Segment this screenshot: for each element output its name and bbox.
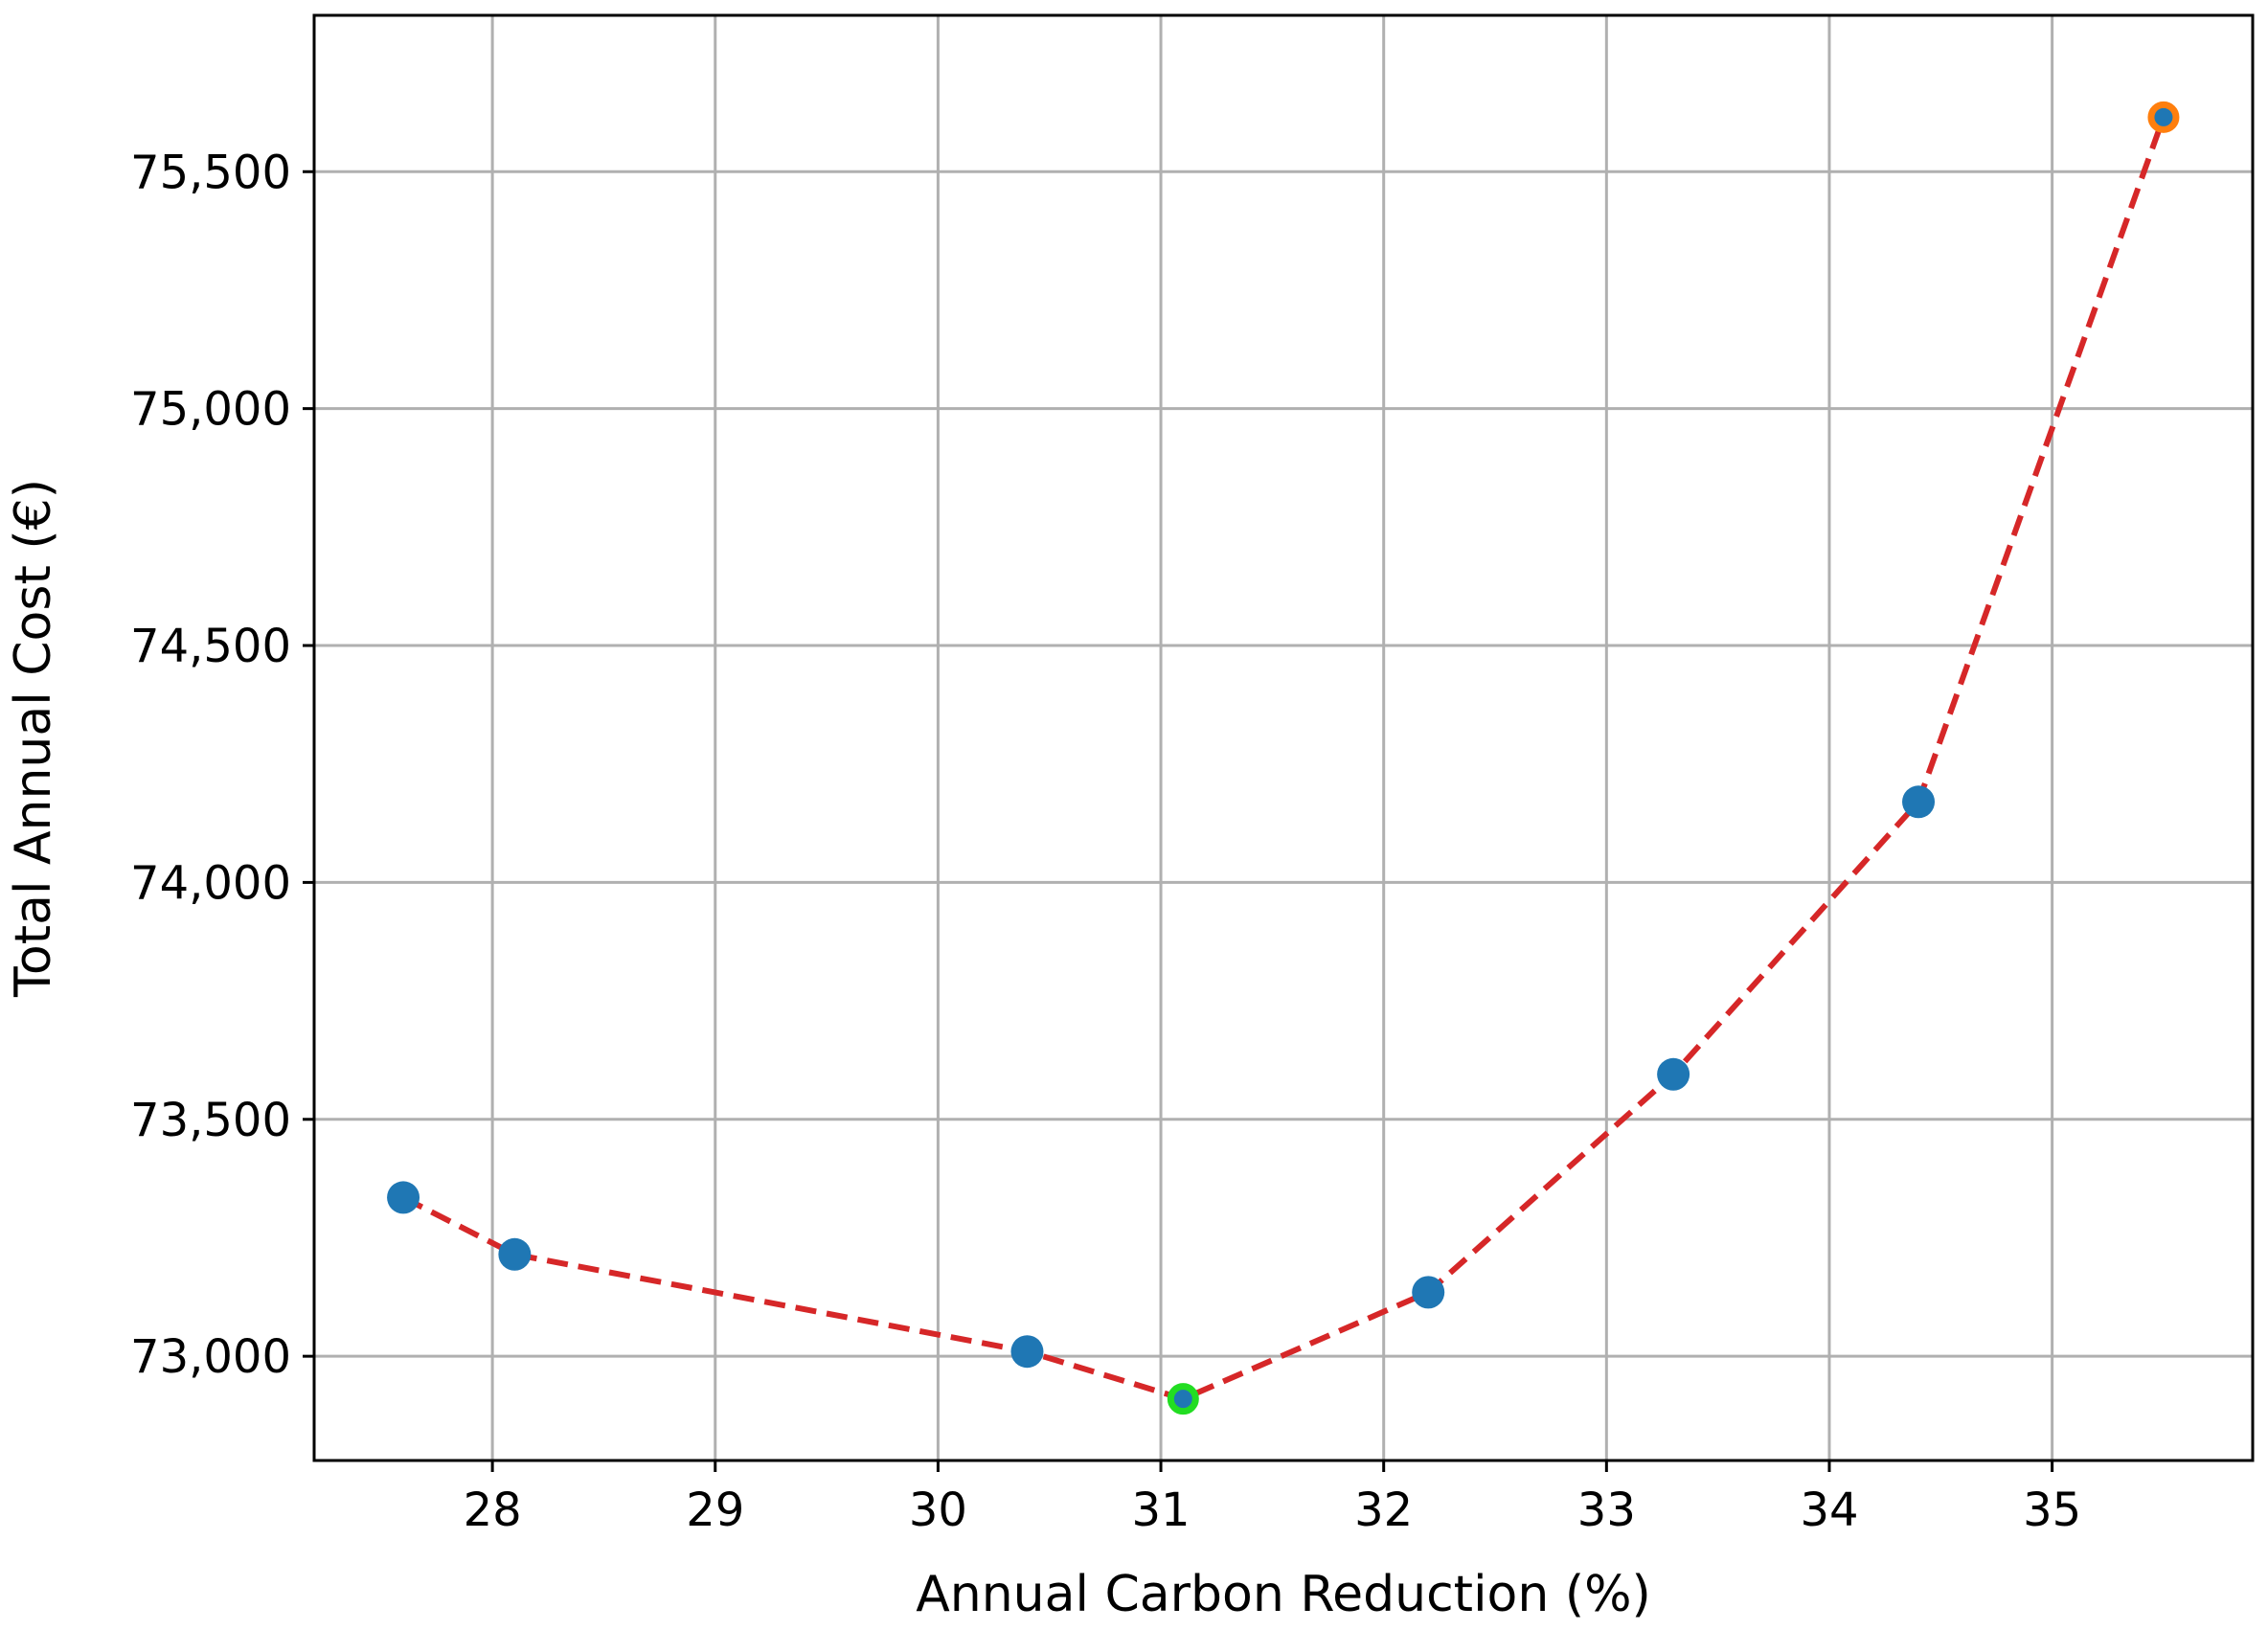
x-tick-label: 29: [686, 1483, 744, 1537]
y-tick-label: 74,500: [130, 620, 291, 673]
y-tick-label: 73,500: [130, 1094, 291, 1147]
plot-frame: [312, 13, 2255, 1462]
data-point: [387, 1181, 420, 1214]
data-point: [1010, 1335, 1044, 1369]
data-point: [1657, 1057, 1690, 1091]
y-axis-ticks: 73,000 73,500 74,000 74,500 75,000 75,500: [130, 146, 314, 1384]
grid: [314, 15, 2253, 1460]
highlighted-data-point: [2147, 101, 2180, 133]
x-tick-label: 35: [2023, 1483, 2081, 1537]
x-tick-label: 33: [1577, 1483, 1636, 1537]
x-axis-label: Annual Carbon Reduction (%): [916, 1566, 1651, 1623]
y-axis-label: Total Annual Cost (€): [5, 479, 62, 998]
series-line: [401, 116, 2166, 1402]
x-tick-label: 31: [1132, 1483, 1191, 1537]
y-tick-label: 74,000: [130, 856, 291, 910]
x-tick-label: 34: [1800, 1483, 1858, 1537]
x-tick-label: 28: [464, 1483, 522, 1537]
y-tick-label: 75,500: [130, 146, 291, 199]
series-line-group: [401, 116, 2166, 1402]
data-point: [1412, 1276, 1445, 1309]
highlighted-data-point: [1167, 1383, 1199, 1415]
x-tick-label: 30: [909, 1483, 967, 1537]
y-tick-label: 73,000: [130, 1330, 291, 1384]
y-tick-label: 75,000: [130, 383, 291, 437]
data-points: [387, 101, 2180, 1415]
x-axis-ticks: 28 29 30 31 32 33 34 35: [464, 1460, 2081, 1537]
data-point: [1902, 785, 1936, 819]
x-tick-label: 32: [1354, 1483, 1413, 1537]
data-point: [498, 1237, 532, 1271]
